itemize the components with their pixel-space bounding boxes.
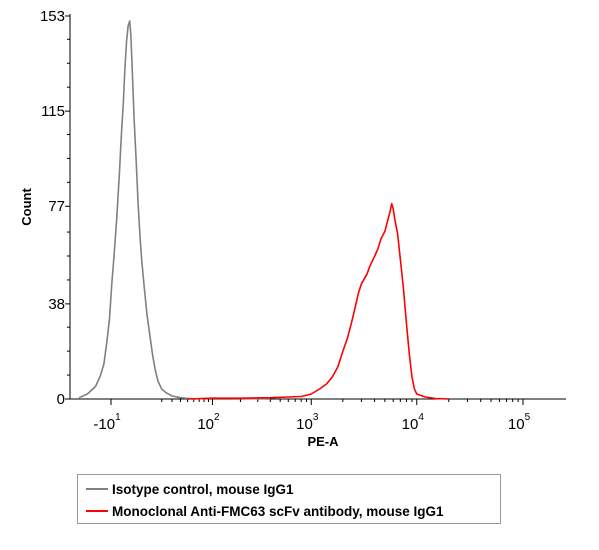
x-axis-label: PE-A (307, 434, 339, 449)
x-tick-label: 102 (197, 412, 220, 433)
y-tick-label: 153 (40, 8, 65, 25)
legend-swatch-isotype (86, 488, 108, 490)
y-tick: 153 (40, 8, 70, 25)
y-tick: 115 (41, 38, 70, 120)
series-layer (78, 20, 449, 400)
x-tick: 105 (508, 399, 531, 433)
x-tick-label: -101 (93, 412, 121, 433)
legend-item-anti-fmc63: Monoclonal Anti-FMC63 scFv antibody, mou… (86, 501, 444, 521)
legend-label-isotype: Isotype control, mouse IgG1 (112, 481, 294, 497)
y-tick: 77 (48, 133, 70, 215)
legend: Isotype control, mouse IgG1 Monoclonal A… (77, 474, 501, 524)
series-line-anti-fmc63 (187, 202, 449, 400)
x-tick: 104 (402, 399, 425, 433)
legend-swatch-anti-fmc63 (86, 510, 108, 512)
y-tick: 38 (48, 231, 70, 313)
y-tick-label: 38 (48, 296, 65, 313)
x-tick-label: 103 (296, 412, 319, 433)
y-axis-label: Count (19, 188, 34, 226)
x-axis-ticks: -101 102 103 104 105 (93, 399, 531, 433)
y-tick-label: 77 (48, 198, 65, 215)
plot-area: 0 38 77 115 153 -101 102 103 104 105 (40, 8, 566, 433)
histogram-chart: 0 38 77 115 153 -101 102 103 104 105 PE-A Count (19, 8, 566, 449)
x-tick-label: 105 (508, 412, 531, 433)
y-tick: 0 (57, 326, 70, 408)
legend-item-isotype: Isotype control, mouse IgG1 (86, 479, 294, 499)
x-tick-label: 104 (402, 412, 425, 433)
x-tick: 103 (296, 399, 319, 433)
x-tick: -101 (93, 399, 121, 433)
series-line-isotype (78, 20, 271, 400)
y-tick-label: 115 (41, 103, 65, 120)
y-tick-label: 0 (57, 391, 65, 408)
legend-label-anti-fmc63: Monoclonal Anti-FMC63 scFv antibody, mou… (112, 503, 444, 519)
x-tick: 102 (197, 399, 220, 433)
y-axis-ticks: 0 38 77 115 153 (40, 8, 70, 408)
